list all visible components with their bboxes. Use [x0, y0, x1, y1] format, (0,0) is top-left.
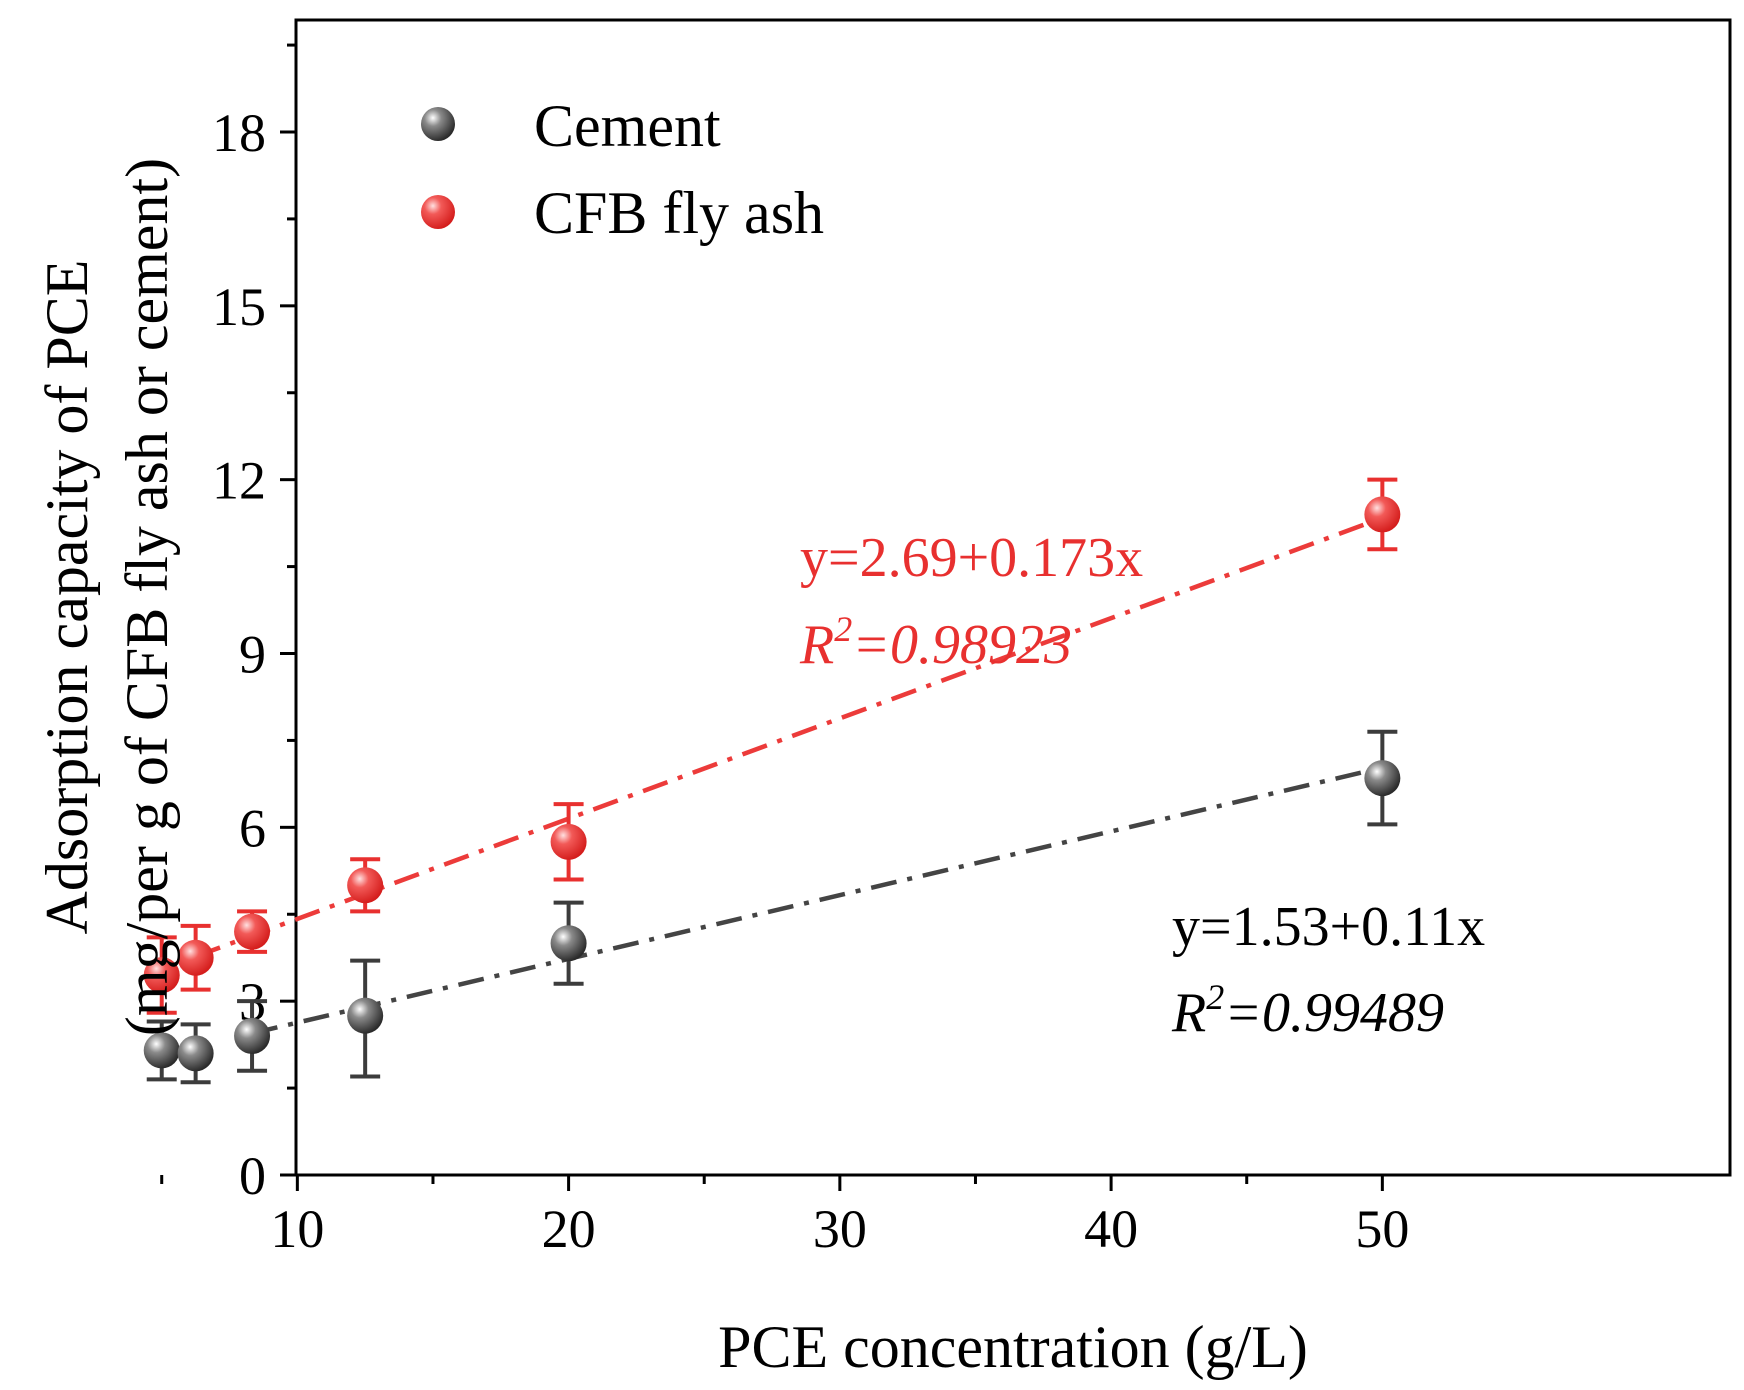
- cement-r-superscript: 2: [1206, 977, 1224, 1017]
- cfb-fly-ash-data-point: [234, 913, 271, 950]
- x-tick-label: 20: [542, 1199, 596, 1259]
- cfb-fly-ash-data-point: [1364, 496, 1401, 533]
- y-tick-label: 12: [212, 451, 266, 511]
- y-axis-title-line2: (mg/per g of CFB fly ash or cement): [114, 158, 180, 1036]
- cement-data-point: [177, 1035, 214, 1072]
- x-tick-label: 40: [1084, 1199, 1138, 1259]
- plot-frame: [294, 18, 1732, 1177]
- cfb-fly-ash-data-point: [550, 823, 587, 860]
- y-tick-label: 0: [239, 1146, 266, 1206]
- cement-r-squared: R2=0.99489: [1171, 977, 1444, 1044]
- x-tick-label: 50: [1355, 1199, 1409, 1259]
- y-tick-label: 15: [212, 277, 266, 337]
- y-tick-label: 18: [212, 103, 266, 163]
- cement-r-squared-value: =0.99489: [1224, 982, 1444, 1044]
- x-tick-label: 30: [813, 1199, 867, 1259]
- y-tick-label: 6: [239, 798, 266, 858]
- cfb-fly-ash-data-point: [177, 939, 214, 976]
- x-axis-title: PCE concentration (g/L): [718, 1314, 1308, 1380]
- cfb-r-symbol: R: [799, 614, 834, 676]
- cement-data-point: [347, 997, 384, 1034]
- cfb-fly-ash-fit-equation: y=2.69+0.173x: [800, 527, 1143, 589]
- legend: Cement CFB fly ash: [421, 93, 824, 246]
- cfb-r-superscript: 2: [834, 609, 852, 649]
- legend-marker-cfb-fly-ash: [421, 195, 455, 229]
- cement-fit-line: [251, 765, 1383, 1036]
- y-tick-label: 9: [239, 625, 266, 685]
- x-tick-label: 10: [270, 1199, 324, 1259]
- cement-data-point: [1364, 760, 1401, 797]
- legend-label-cement: Cement: [534, 93, 721, 159]
- cement-r-symbol: R: [1171, 982, 1206, 1044]
- cfb-r-squared-value: =0.98923: [852, 614, 1072, 676]
- y-axis-title-line1: Adsorption capacity of PCE: [34, 260, 100, 935]
- legend-marker-cement: [421, 107, 455, 141]
- cfb-fly-ash-r-squared: R2=0.98923: [799, 609, 1072, 676]
- cfb-fly-ash-data-point: [143, 957, 180, 994]
- cement-fit-equation: y=1.53+0.11x: [1172, 896, 1485, 958]
- cement-data-point: [550, 925, 587, 962]
- cement-data-point: [143, 1032, 180, 1069]
- cement-data-point: [234, 1017, 271, 1054]
- cfb-fly-ash-data-point: [347, 867, 384, 904]
- legend-label-cfb-fly-ash: CFB fly ash: [534, 180, 824, 246]
